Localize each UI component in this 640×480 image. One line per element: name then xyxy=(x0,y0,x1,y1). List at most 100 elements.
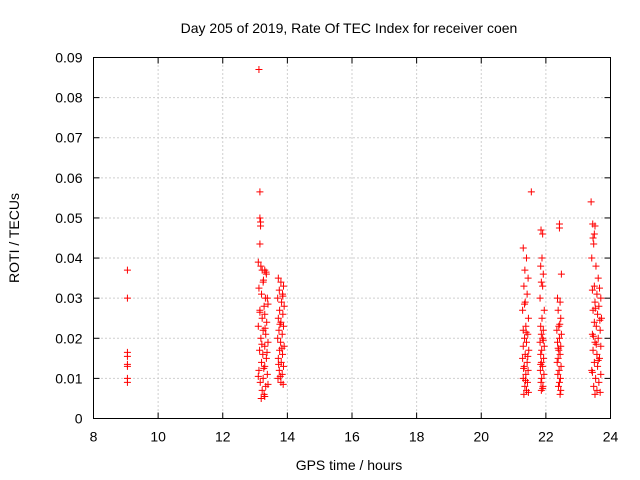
data-point-marker xyxy=(263,294,271,302)
x-tick-label: 20 xyxy=(473,429,489,445)
data-point-marker xyxy=(592,340,600,348)
data-point-marker xyxy=(523,358,531,366)
data-point-marker xyxy=(256,214,264,222)
data-point-marker xyxy=(522,338,530,346)
data-point-marker xyxy=(538,374,546,382)
grid-lines xyxy=(93,57,611,419)
data-point-marker xyxy=(258,314,266,322)
data-point-marker xyxy=(279,362,287,370)
data-point-marker xyxy=(278,330,286,338)
data-point-marker xyxy=(261,310,269,318)
data-point-marker xyxy=(278,298,286,306)
data-point-marker xyxy=(520,390,528,398)
data-point-marker xyxy=(262,354,270,362)
y-tick-label: 0.04 xyxy=(55,250,82,266)
data-point-marker xyxy=(275,326,283,334)
data-point-marker xyxy=(274,334,282,342)
data-point-marker xyxy=(262,268,270,276)
y-tick-label: 0.09 xyxy=(55,50,82,66)
data-point-marker xyxy=(256,378,264,386)
data-point-marker xyxy=(279,310,287,318)
data-point-marker xyxy=(596,388,604,396)
data-point-marker xyxy=(258,358,266,366)
data-point-marker xyxy=(258,290,266,298)
data-point-marker xyxy=(522,254,530,262)
data-point-marker xyxy=(589,346,597,354)
data-point-marker xyxy=(259,374,267,382)
data-point-marker xyxy=(263,348,271,356)
data-point-marker xyxy=(538,346,546,354)
data-point-marker xyxy=(275,286,283,294)
data-point-marker xyxy=(556,350,564,358)
data-point-marker xyxy=(279,350,287,358)
data-point-marker xyxy=(591,304,599,312)
data-point-marker xyxy=(537,322,545,330)
data-point-marker xyxy=(522,376,530,384)
y-tick-label: 0.03 xyxy=(55,290,82,306)
data-point-marker xyxy=(274,354,282,362)
y-tick-label: 0.08 xyxy=(55,90,82,106)
data-point-marker xyxy=(521,300,529,308)
data-point-marker xyxy=(588,286,596,294)
data-point-marker xyxy=(519,342,527,350)
data-point-marker xyxy=(123,294,131,302)
data-point-marker xyxy=(525,346,533,354)
data-point-marker xyxy=(537,360,545,368)
data-point-marker xyxy=(524,274,532,282)
data-point-marker xyxy=(257,262,265,270)
data-point-marker xyxy=(123,362,131,370)
data-point-marker xyxy=(256,346,264,354)
data-point-marker xyxy=(524,388,532,396)
data-point-marker xyxy=(279,322,287,330)
data-point-marker xyxy=(263,370,271,378)
x-tick-label: 10 xyxy=(150,429,166,445)
data-point-marker xyxy=(590,318,598,326)
data-point-marker xyxy=(254,322,262,330)
y-axis-title: ROTI / TECUs xyxy=(6,193,22,283)
data-point-marker xyxy=(261,392,269,400)
data-point-marker xyxy=(597,370,605,378)
data-point-marker xyxy=(538,254,546,262)
data-point-marker xyxy=(557,270,565,278)
x-axis-tick-labels: 8 10 12 14 16 18 20 22 24 xyxy=(90,429,619,445)
data-point-marker xyxy=(591,390,599,398)
data-point-marker xyxy=(590,240,598,248)
data-point-marker xyxy=(524,352,532,360)
data-point-marker xyxy=(594,334,602,342)
data-point-marker xyxy=(262,330,270,338)
data-point-marker xyxy=(524,314,532,322)
x-tick-label: 24 xyxy=(603,429,619,445)
data-point-marker xyxy=(540,370,548,378)
data-point-marker xyxy=(554,306,562,314)
data-point-marker xyxy=(255,66,263,74)
data-point-marker xyxy=(557,330,565,338)
data-point-marker xyxy=(588,368,596,376)
data-point-marker xyxy=(595,302,603,310)
data-point-marker xyxy=(275,360,283,368)
data-point-marker xyxy=(256,188,264,196)
data-point-marker xyxy=(524,366,532,374)
data-point-marker xyxy=(521,266,529,274)
data-point-marker xyxy=(537,330,545,338)
data-point-marker xyxy=(254,372,262,380)
data-point-marker xyxy=(258,386,266,394)
data-point-marker xyxy=(520,364,528,372)
data-point-marker xyxy=(539,336,547,344)
data-point-marker xyxy=(522,328,530,336)
data-point-marker xyxy=(555,378,563,386)
x-tick-label: 16 xyxy=(344,429,360,445)
data-point-marker xyxy=(596,326,604,334)
data-point-marker xyxy=(519,244,527,252)
data-point-marker xyxy=(553,326,561,334)
data-point-marker xyxy=(590,358,598,366)
data-point-marker xyxy=(554,294,562,302)
data-point-marker xyxy=(557,362,565,370)
data-point-marker xyxy=(264,380,272,388)
data-point-marker xyxy=(520,282,528,290)
data-point-marker xyxy=(556,374,564,382)
data-points xyxy=(123,66,605,402)
data-point-marker xyxy=(523,290,531,298)
data-point-marker xyxy=(590,230,598,238)
data-point-marker xyxy=(554,354,562,362)
chart-title: Day 205 of 2019, Rate Of TEC Index for r… xyxy=(181,20,518,36)
